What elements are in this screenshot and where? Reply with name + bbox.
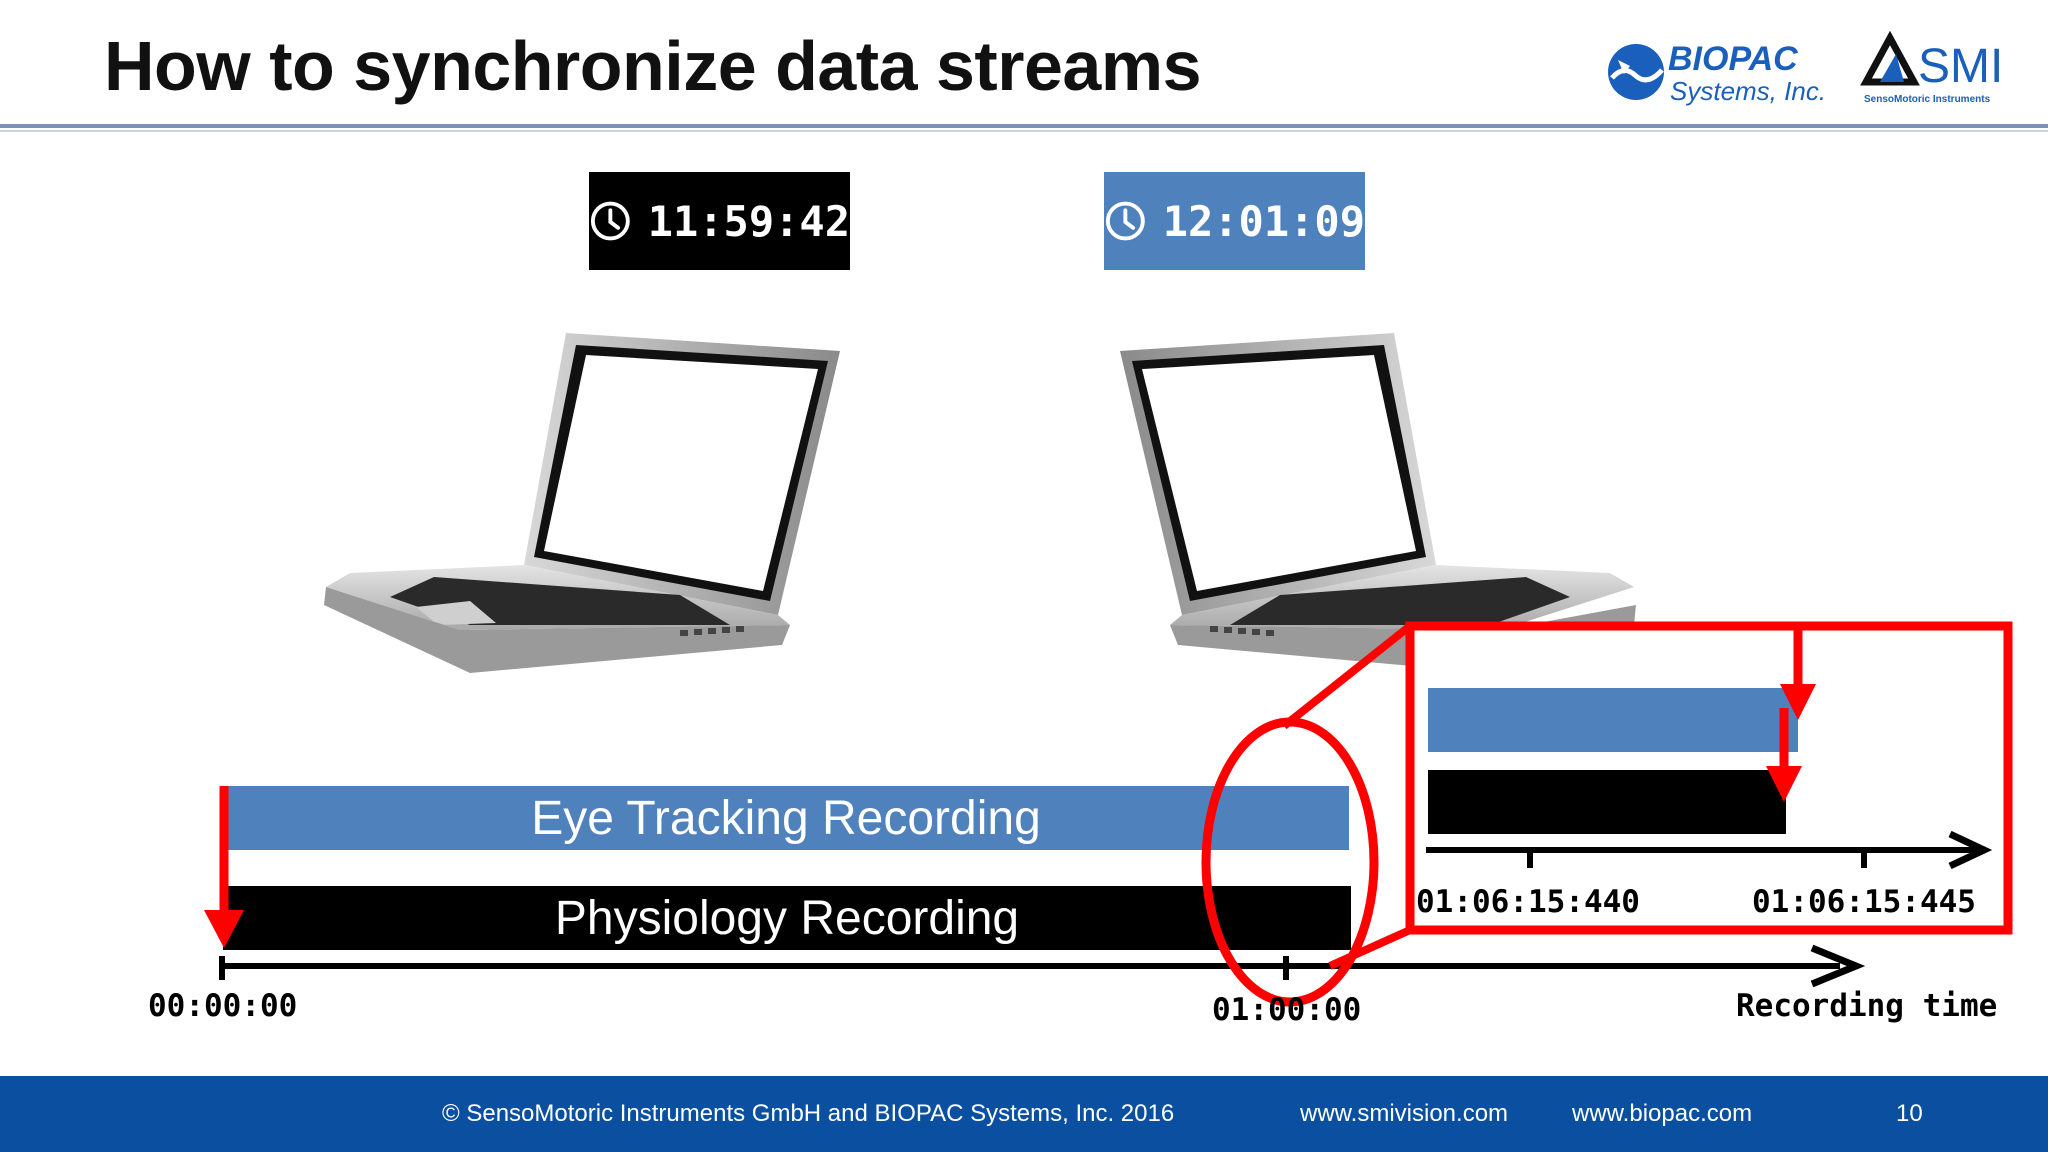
zoom-arrow-eye-head <box>1780 684 1816 720</box>
biopac-logo-line2: Systems, Inc. <box>1670 76 1826 106</box>
slide-title: How to synchronize data streams <box>104 27 1202 105</box>
biopac-globe-icon <box>1608 44 1664 100</box>
zoom-connector-bottom <box>1328 926 1412 970</box>
smi-logo: SMI SensoMotoric Instruments <box>1860 30 2003 105</box>
zoom-right-tick-label: 01:06:15:445 <box>1752 884 1976 920</box>
page-number: 10 <box>1896 1100 1923 1127</box>
clock-icon <box>590 201 630 241</box>
biopac-logo-line1: BIOPAC <box>1668 40 1798 78</box>
zoom-phys-bar <box>1428 770 1786 834</box>
clock-icon <box>1105 201 1145 241</box>
title-divider <box>0 124 2048 128</box>
recording-time-label: Recording time <box>1736 988 1998 1024</box>
zoom-left-tick-label: 01:06:15:440 <box>1416 884 1640 920</box>
slide-footer: © SensoMotoric Instruments GmbH and BIOP… <box>0 1076 2048 1152</box>
start-time-label: 00:00:00 <box>148 988 298 1024</box>
smi-logo-name: SMI <box>1918 40 2003 93</box>
footer-link-smivision[interactable]: www.smivision.com <box>1300 1100 1509 1127</box>
zoom-axis-arrowhead <box>1948 830 1993 870</box>
footer-link-biopac[interactable]: www.biopac.com <box>1572 1100 1753 1127</box>
eye-tracking-label: Eye Tracking Recording <box>531 791 1041 845</box>
sync-start-arrowhead <box>204 910 244 948</box>
biopac-logo: BIOPAC Systems, Inc. <box>1608 40 1826 106</box>
title-divider-shadow <box>0 130 2048 132</box>
clock-right-time: 12:01:09 <box>1162 196 1365 246</box>
footer-copyright: © SensoMotoric Instruments GmbH and BIOP… <box>442 1100 1175 1127</box>
clock-left-time: 11:59:42 <box>647 196 850 246</box>
laptop-left-image <box>324 333 840 673</box>
end-time-label: 01:00:00 <box>1212 992 1362 1028</box>
physiology-bar: Physiology Recording <box>223 886 1351 950</box>
clock-right: 12:01:09 <box>1104 172 1365 270</box>
zoom-eye-bar <box>1428 688 1798 752</box>
main-axis-arrowhead <box>1810 944 1866 988</box>
clock-left: 11:59:42 <box>589 172 850 270</box>
eye-tracking-bar: Eye Tracking Recording <box>223 786 1349 850</box>
physiology-label: Physiology Recording <box>554 891 1020 945</box>
zoom-arrow-phys-head <box>1766 766 1802 802</box>
zoom-connector-top <box>1281 622 1413 730</box>
smi-logo-tagline: SensoMotoric Instruments <box>1864 94 1991 105</box>
